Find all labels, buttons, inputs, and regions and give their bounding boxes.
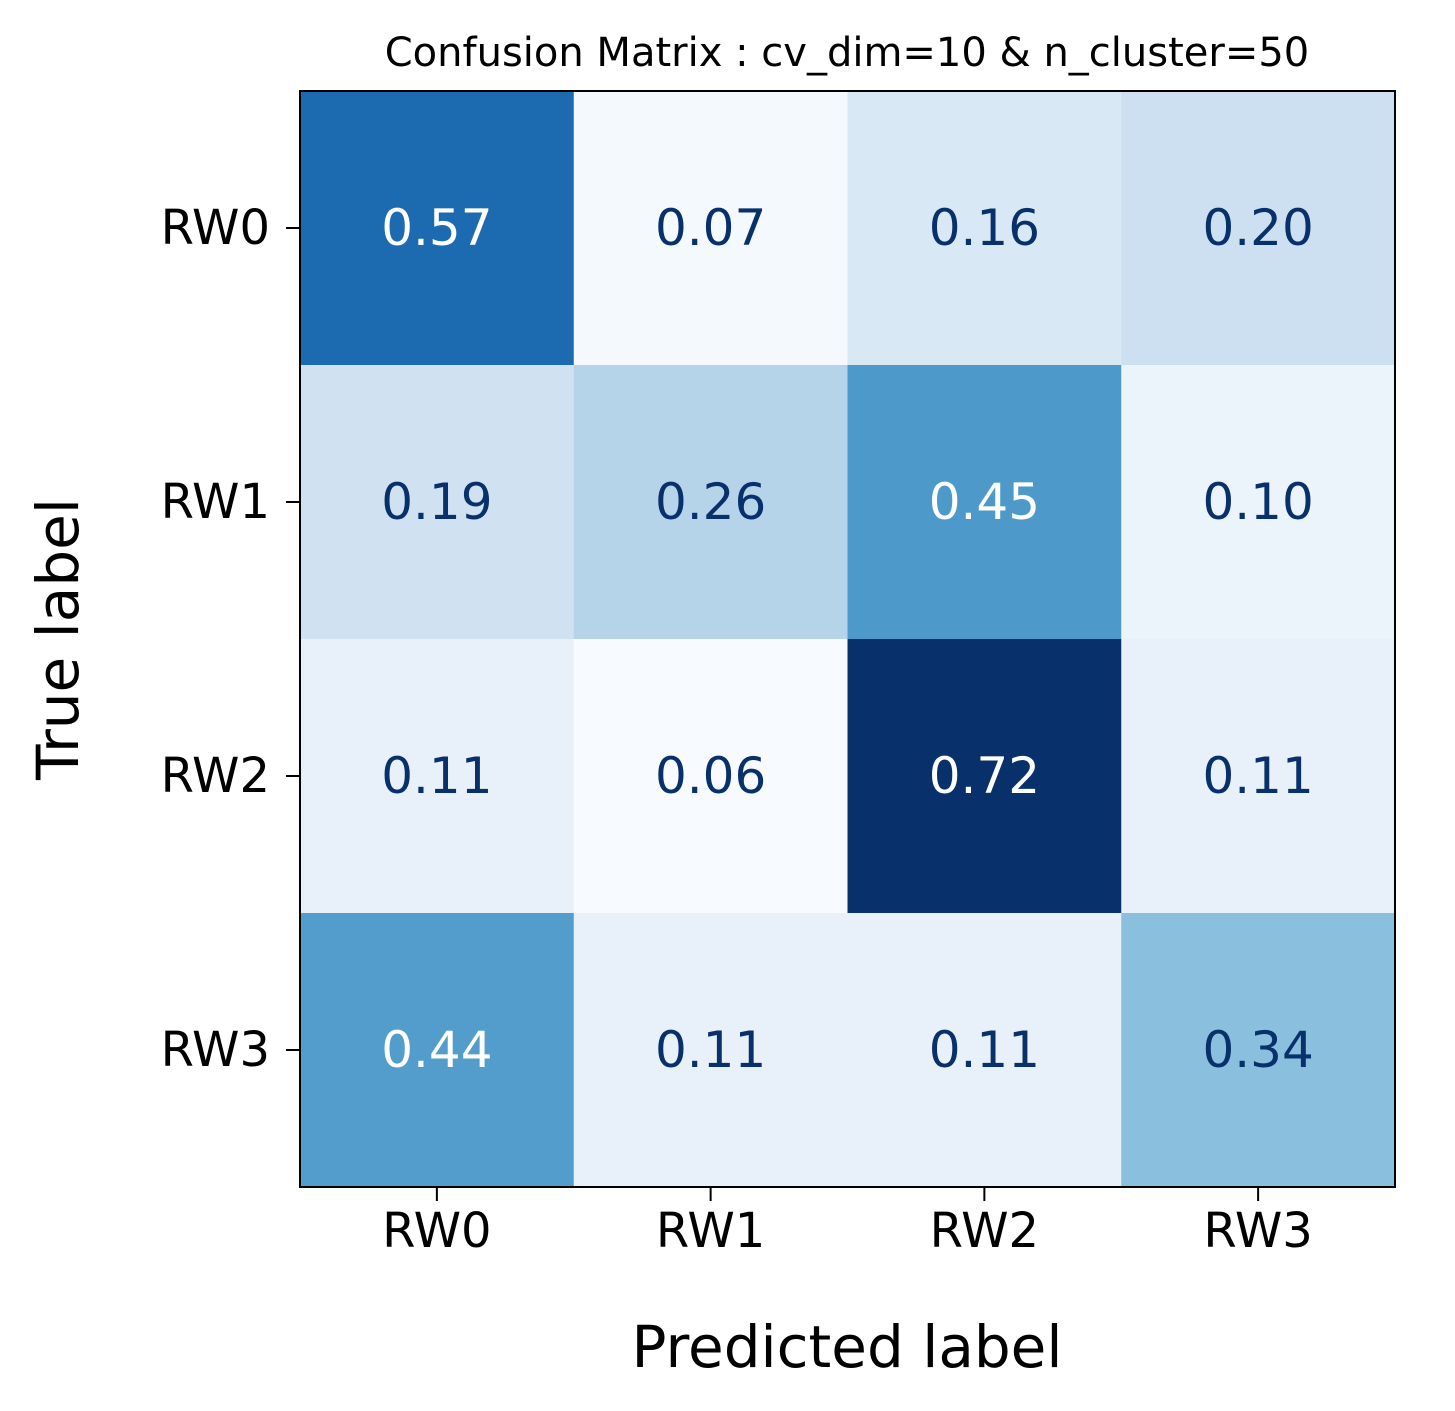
cell-value-label: 0.11 (929, 1021, 1040, 1079)
heatmap-cell-r3-c1 (573, 913, 848, 1188)
y-tick-label: RW2 (161, 748, 270, 804)
x-tick-label: RW3 (1203, 1203, 1312, 1259)
heatmap-cell-r2-c3 (1121, 639, 1396, 914)
x-tick-label: RW2 (930, 1203, 1039, 1259)
heatmap-cell-r0-c2 (847, 91, 1122, 366)
cell-value-label: 0.45 (929, 473, 1040, 531)
plot-frame (299, 90, 1396, 1188)
cell-value-label: 0.06 (655, 747, 766, 805)
cell-value-label: 0.57 (381, 199, 492, 257)
heatmap-cell-r3-c0 (300, 913, 575, 1188)
x-tick-label: RW0 (382, 1203, 491, 1259)
heatmap-cell-r3-c3 (1121, 913, 1396, 1188)
heatmap-cell-r1-c0 (300, 365, 575, 640)
heatmap-cells (300, 91, 1396, 1188)
y-tick-label: RW1 (161, 474, 270, 530)
y-tick-label: RW3 (161, 1022, 270, 1078)
cell-value-label: 0.11 (1202, 747, 1313, 805)
cell-value-label: 0.26 (655, 473, 766, 531)
heatmap-cell-r2-c1 (573, 639, 848, 914)
heatmap-cell-labels: 0.57 0.07 0.16 0.20 0.19 0.26 0.45 0.10 0.11 0.06… (381, 199, 1314, 1079)
cell-value-label: 0.72 (929, 747, 1040, 805)
cell-value-label: 0.10 (1202, 473, 1313, 531)
y-axis-ticks: RW0 RW1 RW2 RW3 (161, 200, 300, 1078)
cell-value-label: 0.11 (655, 1021, 766, 1079)
heatmap-cell-r1-c1 (573, 365, 848, 640)
cell-value-label: 0.07 (655, 199, 766, 257)
x-tick-label: RW1 (656, 1203, 765, 1259)
heatmap-cell-r0-c3 (1121, 91, 1396, 366)
y-axis-label: True label (24, 498, 92, 781)
heatmap-cell-r1-c3 (1121, 365, 1396, 640)
chart-title: Confusion Matrix : cv_dim=10 & n_cluster… (385, 30, 1310, 76)
heatmap-cell-r1-c2 (847, 365, 1122, 640)
heatmap-cell-r0-c1 (573, 91, 848, 366)
heatmap-cell-r2-c2 (847, 639, 1122, 914)
heatmap-cell-r3-c2 (847, 913, 1122, 1188)
cell-value-label: 0.20 (1202, 199, 1313, 257)
cell-value-label: 0.44 (381, 1021, 492, 1079)
y-tick-label: RW0 (161, 200, 270, 256)
x-axis-ticks: RW0 RW1 RW2 RW3 (382, 1187, 1313, 1259)
x-axis-label: Predicted label (632, 1313, 1063, 1381)
heatmap-cell-r0-c0 (300, 91, 575, 366)
cell-value-label: 0.19 (381, 473, 492, 531)
heatmap-cell-r2-c0 (300, 639, 575, 914)
cell-value-label: 0.11 (381, 747, 492, 805)
cell-value-label: 0.34 (1202, 1021, 1313, 1079)
cell-value-label: 0.16 (929, 199, 1040, 257)
